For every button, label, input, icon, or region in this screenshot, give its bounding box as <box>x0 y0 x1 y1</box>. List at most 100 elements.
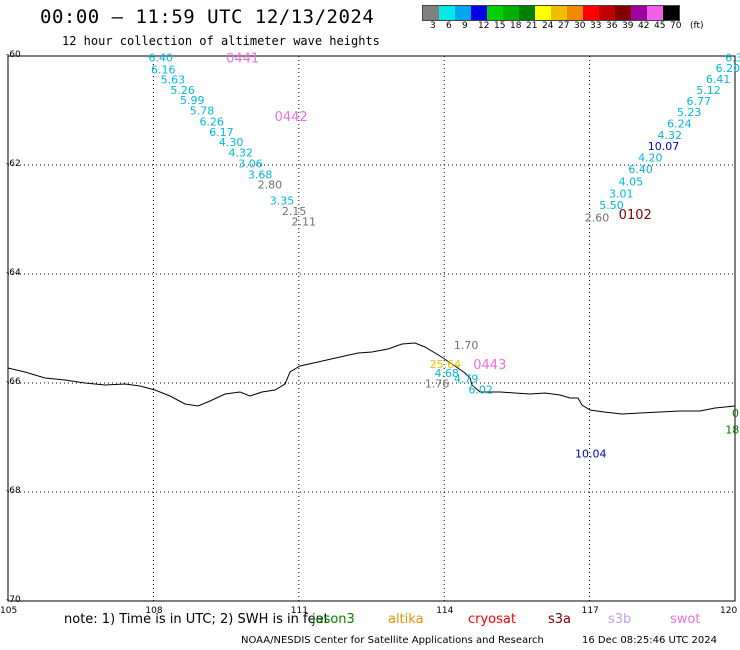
legend-swatch <box>599 6 615 20</box>
legend-swatch <box>439 6 455 20</box>
wave-height-value: 6.40 <box>628 163 653 176</box>
wave-height-value: 2.80 <box>258 179 283 192</box>
wave-height-value: 6.16 <box>151 64 176 77</box>
satellite-s3b: s3b <box>608 612 632 627</box>
satellite-jason3: jason3 <box>312 612 355 627</box>
wave-height-value: 5.50 <box>599 199 624 212</box>
wave-height-value: 5.23 <box>677 106 702 119</box>
legend-label: 45 <box>654 21 666 31</box>
wave-height-value: 4.79 <box>454 373 479 386</box>
wave-height-value: 3.68 <box>248 168 273 181</box>
legend-label: 70 <box>670 21 682 31</box>
wave-height-points: 6.406.165.635.265.995.786.266.174.304.32… <box>149 52 740 461</box>
legend-swatch <box>583 6 599 20</box>
legend-label: 12 <box>478 21 490 31</box>
legend-label: 30 <box>574 21 586 31</box>
latitude-label: -66 <box>6 377 21 387</box>
legend-label: 9 <box>462 21 468 31</box>
longitude-label: 105 <box>0 606 18 616</box>
legend-swatch <box>663 6 679 20</box>
wave-height-value: 6.41 <box>706 73 731 86</box>
latitude-label: -62 <box>6 159 21 169</box>
legend-label: 33 <box>590 21 602 31</box>
wave-height-value: 5.12 <box>696 84 721 97</box>
wave-height-value: 2.11 <box>292 216 317 229</box>
map-grid <box>8 56 735 601</box>
wave-height-value: 4.32 <box>229 146 254 159</box>
credit-line: NOAA/NESDIS Center for Satellite Applica… <box>241 635 544 646</box>
legend-label: 39 <box>622 21 634 31</box>
satellite-swot: swot <box>670 612 701 627</box>
pass-labels: 0441 0442 0443 0102 <box>226 52 652 373</box>
legend-swatch <box>423 6 439 20</box>
legend-swatch <box>487 6 503 20</box>
wave-height-value: 10.07 <box>648 140 680 153</box>
antarctic-coastline <box>7 342 736 415</box>
legend-label: 42 <box>638 21 650 31</box>
pass-id-label: 0441 <box>226 52 259 67</box>
latitude-label: -60 <box>6 50 21 60</box>
wave-height-value: 4.32 <box>657 129 682 142</box>
legend-label: 3 <box>430 21 436 31</box>
longitude-label: 108 <box>145 606 163 616</box>
generated-timestamp: 16 Dec 08:25:46 UTC 2024 <box>582 635 717 646</box>
satellite-altika: altika <box>388 612 424 627</box>
map-frame <box>7 55 736 602</box>
legend-label: 21 <box>526 21 538 31</box>
color-legend <box>422 5 680 21</box>
legend-swatch <box>631 6 647 20</box>
map-subtitle: 12 hour collection of altimeter wave hei… <box>62 34 380 48</box>
wave-height-value: 5.26 <box>170 84 195 97</box>
longitude-label: 111 <box>290 606 308 616</box>
wave-height-value: 6.32 <box>725 52 740 65</box>
wave-height-value: 3.35 <box>270 194 295 207</box>
legend-swatch <box>519 6 535 20</box>
wave-height-value: 6.02 <box>468 384 493 397</box>
legend-label: 18 <box>510 21 522 31</box>
wave-height-value: 5.63 <box>161 73 186 86</box>
legend-swatch <box>551 6 567 20</box>
wave-height-value: 6.17 <box>209 126 234 139</box>
wave-height-value: 1.76 <box>425 378 450 391</box>
pass-id-label: 0102 <box>619 208 652 223</box>
wave-height-value: 2.15 <box>282 205 307 218</box>
legend-swatch <box>455 6 471 20</box>
longitude-label: 114 <box>436 606 454 616</box>
wave-height-value: 5.99 <box>180 94 205 107</box>
map-title: 00:00 – 11:59 UTC 12/13/2024 <box>40 6 375 28</box>
wave-height-value: 1.70 <box>454 339 479 352</box>
wave-height-value: 2.60 <box>585 211 610 224</box>
wave-height-value: 4.20 <box>638 151 663 164</box>
legend-swatch <box>503 6 519 20</box>
wave-height-value: 0 <box>732 407 739 420</box>
wave-height-value: 3.06 <box>238 157 263 170</box>
latitude-label: -70 <box>6 595 21 605</box>
wave-height-value: 25.64 <box>430 358 462 371</box>
pass-id-label: 0443 <box>473 358 506 373</box>
legend-label: 27 <box>558 21 570 31</box>
satellite-s3a: s3a <box>548 612 572 627</box>
legend-swatch <box>567 6 583 20</box>
wave-height-value: 10.04 <box>575 447 607 460</box>
satellite-cryosat: cryosat <box>468 612 516 627</box>
wave-height-value: 18.7 <box>725 423 740 436</box>
legend-label: 6 <box>446 21 452 31</box>
wave-height-value: 3.01 <box>609 187 634 200</box>
latitude-label: -64 <box>6 268 21 278</box>
legend-label: 36 <box>606 21 618 31</box>
legend-swatch <box>647 6 663 20</box>
longitude-label: 120 <box>720 606 738 616</box>
pass-id-label: 0442 <box>275 110 308 125</box>
legend-label: (ft) <box>690 21 704 31</box>
wave-height-value: 6.77 <box>687 95 712 108</box>
wave-height-value: 6.20 <box>716 62 740 75</box>
wave-height-value: 6.26 <box>199 115 224 128</box>
footer-note: note: 1) Time is in UTC; 2) SWH is in fe… <box>64 612 329 627</box>
legend-label: 15 <box>494 21 506 31</box>
wave-height-value: 4.05 <box>619 175 644 188</box>
wave-height-value: 6.24 <box>667 118 692 131</box>
legend-swatch <box>471 6 487 20</box>
wave-height-value: 4.68 <box>435 367 460 380</box>
legend-swatch <box>615 6 631 20</box>
